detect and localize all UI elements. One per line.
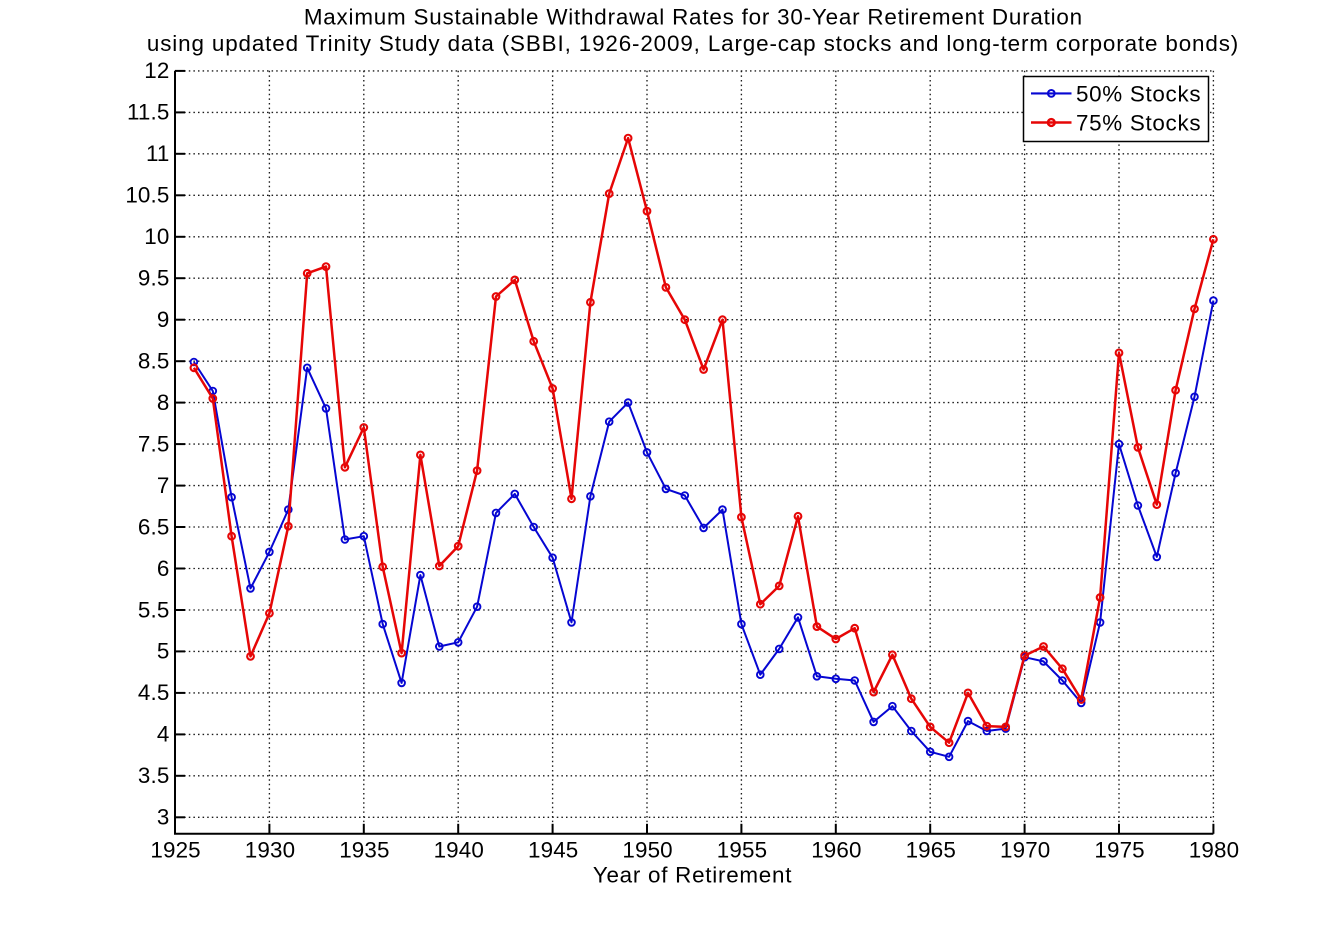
svg-text:1970: 1970 bbox=[1000, 838, 1050, 863]
svg-text:Year of Retirement: Year of Retirement bbox=[593, 862, 792, 887]
svg-text:9.5: 9.5 bbox=[138, 266, 170, 291]
svg-text:75% Stocks: 75% Stocks bbox=[1076, 110, 1201, 135]
svg-text:10: 10 bbox=[144, 224, 169, 249]
svg-text:1950: 1950 bbox=[622, 838, 672, 863]
svg-text:6.5: 6.5 bbox=[138, 514, 170, 539]
svg-text:50% Stocks: 50% Stocks bbox=[1076, 81, 1201, 106]
svg-text:1980: 1980 bbox=[1189, 838, 1239, 863]
svg-text:3.5: 3.5 bbox=[138, 763, 170, 788]
svg-text:4: 4 bbox=[157, 722, 170, 747]
svg-text:1935: 1935 bbox=[339, 838, 389, 863]
svg-text:9: 9 bbox=[157, 307, 170, 332]
svg-text:4.5: 4.5 bbox=[138, 680, 170, 705]
svg-text:11.5: 11.5 bbox=[127, 100, 170, 125]
svg-text:Maximum Sustainable Withdrawal: Maximum Sustainable Withdrawal Rates for… bbox=[304, 4, 1083, 29]
svg-text:1940: 1940 bbox=[434, 838, 484, 863]
svg-text:5.5: 5.5 bbox=[138, 597, 170, 622]
svg-text:6: 6 bbox=[157, 556, 170, 581]
svg-text:7: 7 bbox=[157, 473, 170, 498]
svg-text:using updated Trinity Study da: using updated Trinity Study data (SBBI, … bbox=[147, 31, 1239, 56]
svg-text:1930: 1930 bbox=[245, 838, 295, 863]
svg-text:5: 5 bbox=[157, 639, 170, 664]
svg-text:11: 11 bbox=[146, 141, 170, 166]
svg-text:8: 8 bbox=[157, 390, 170, 415]
svg-text:3: 3 bbox=[157, 805, 170, 830]
svg-text:1955: 1955 bbox=[717, 838, 767, 863]
svg-text:7.5: 7.5 bbox=[138, 431, 170, 456]
svg-text:10.5: 10.5 bbox=[125, 183, 169, 208]
svg-text:1960: 1960 bbox=[811, 838, 861, 863]
svg-text:1925: 1925 bbox=[150, 838, 200, 863]
svg-text:12: 12 bbox=[144, 58, 169, 83]
svg-text:1965: 1965 bbox=[906, 838, 956, 863]
svg-text:1945: 1945 bbox=[528, 838, 578, 863]
svg-text:8.5: 8.5 bbox=[138, 349, 170, 374]
svg-text:1975: 1975 bbox=[1094, 838, 1144, 863]
